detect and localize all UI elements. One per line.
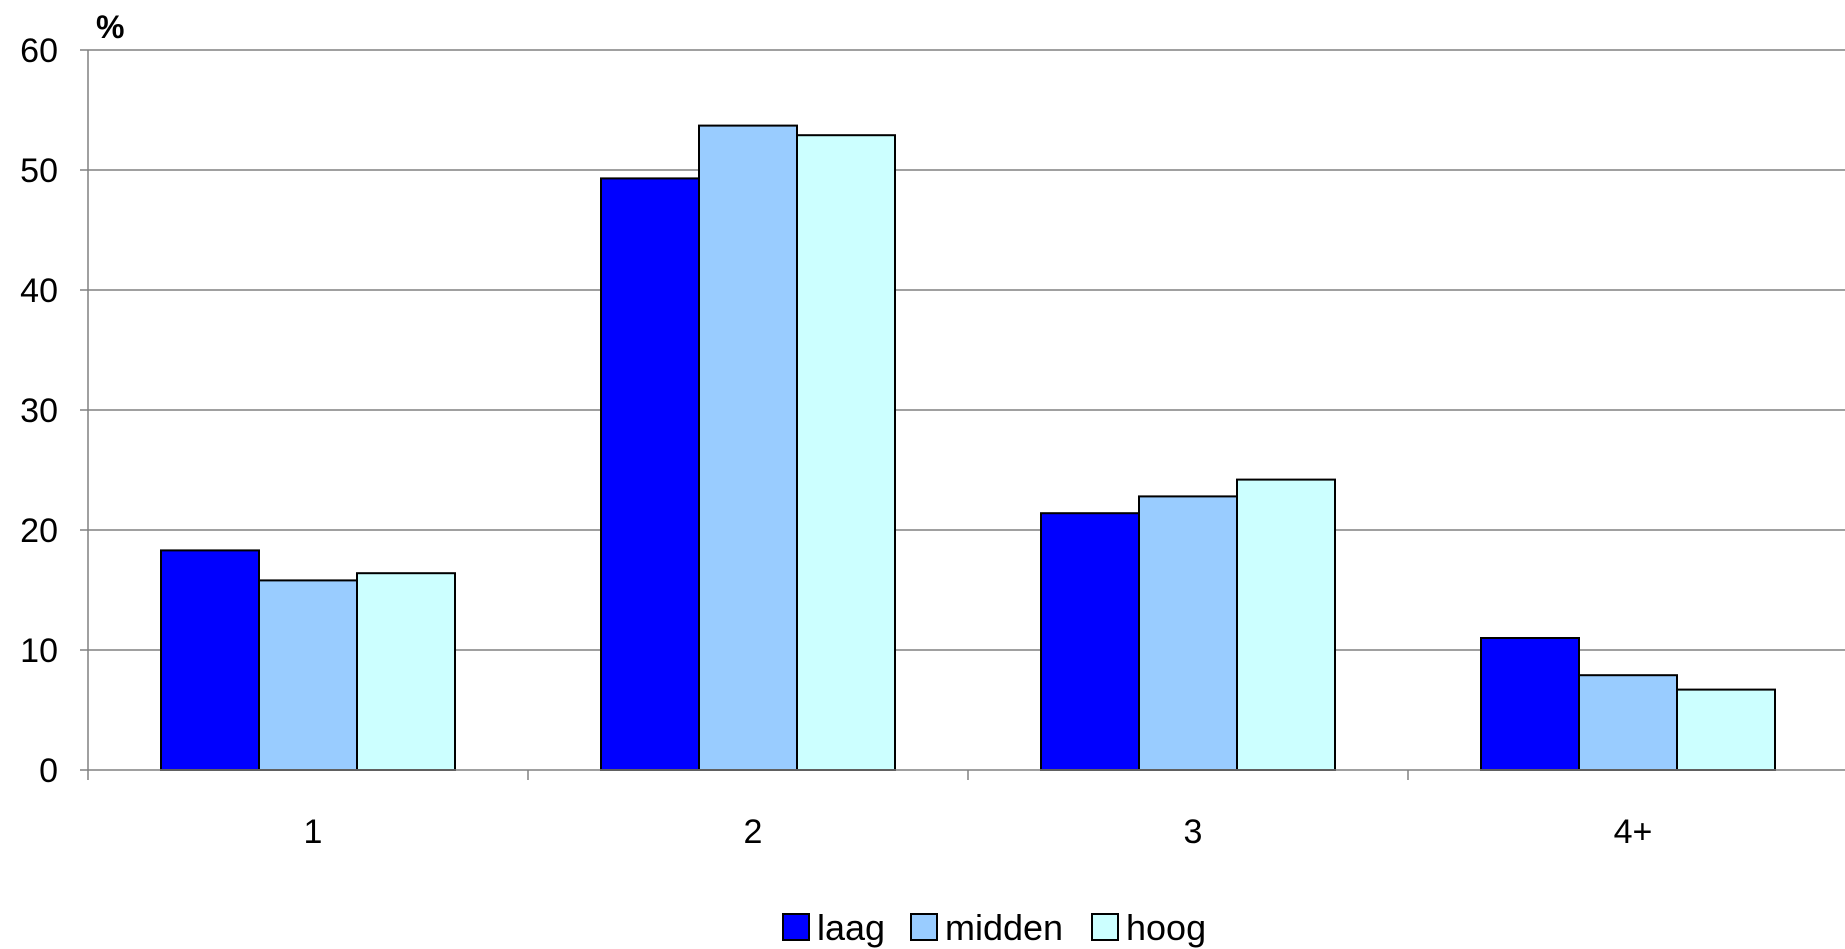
- y-tick-label: 30: [20, 392, 58, 430]
- bar-laag-1: [160, 549, 260, 772]
- bar-laag-4+: [1480, 637, 1580, 771]
- bar-midden-3: [1138, 495, 1238, 771]
- x-tick-label: 2: [744, 813, 763, 851]
- bar-laag-2: [600, 177, 700, 771]
- legend-swatch: [1091, 913, 1119, 941]
- legend-swatch: [910, 913, 938, 941]
- bar-midden-2: [698, 124, 798, 772]
- legend-item-midden: midden: [910, 907, 1063, 948]
- legend-swatch: [782, 913, 810, 941]
- y-tick-label: 20: [20, 512, 58, 550]
- legend-item-laag: laag: [782, 907, 885, 948]
- y-tick-label: 60: [20, 32, 58, 70]
- bar-midden-4+: [1578, 674, 1678, 772]
- bar-hoog-2: [796, 134, 896, 771]
- legend-label: midden: [945, 907, 1063, 948]
- x-tick-label: 1: [304, 813, 323, 851]
- bar-midden-1: [258, 579, 358, 772]
- axes: 0 10 20 30 40 50 60 1 2 3 4+: [20, 32, 1845, 851]
- x-tick-label: 3: [1184, 813, 1203, 851]
- bar-hoog-1: [356, 572, 456, 772]
- bar-hoog-4+: [1676, 688, 1776, 771]
- x-tick-label: 4+: [1614, 813, 1653, 851]
- y-tick-label: 10: [20, 632, 58, 670]
- legend-label: hoog: [1126, 907, 1206, 948]
- bars: [160, 124, 1776, 772]
- bar-hoog-3: [1236, 478, 1336, 771]
- bar-laag-3: [1040, 512, 1140, 771]
- legend-label: laag: [817, 907, 885, 948]
- y-tick-label: 0: [39, 752, 58, 790]
- y-tick-label: 40: [20, 272, 58, 310]
- y-tick-label: 50: [20, 152, 58, 190]
- gridlines: [88, 49, 1845, 651]
- legend-item-hoog: hoog: [1091, 907, 1206, 948]
- y-axis-unit-label: %: [96, 9, 124, 45]
- legend: laag midden hoog: [782, 907, 1206, 948]
